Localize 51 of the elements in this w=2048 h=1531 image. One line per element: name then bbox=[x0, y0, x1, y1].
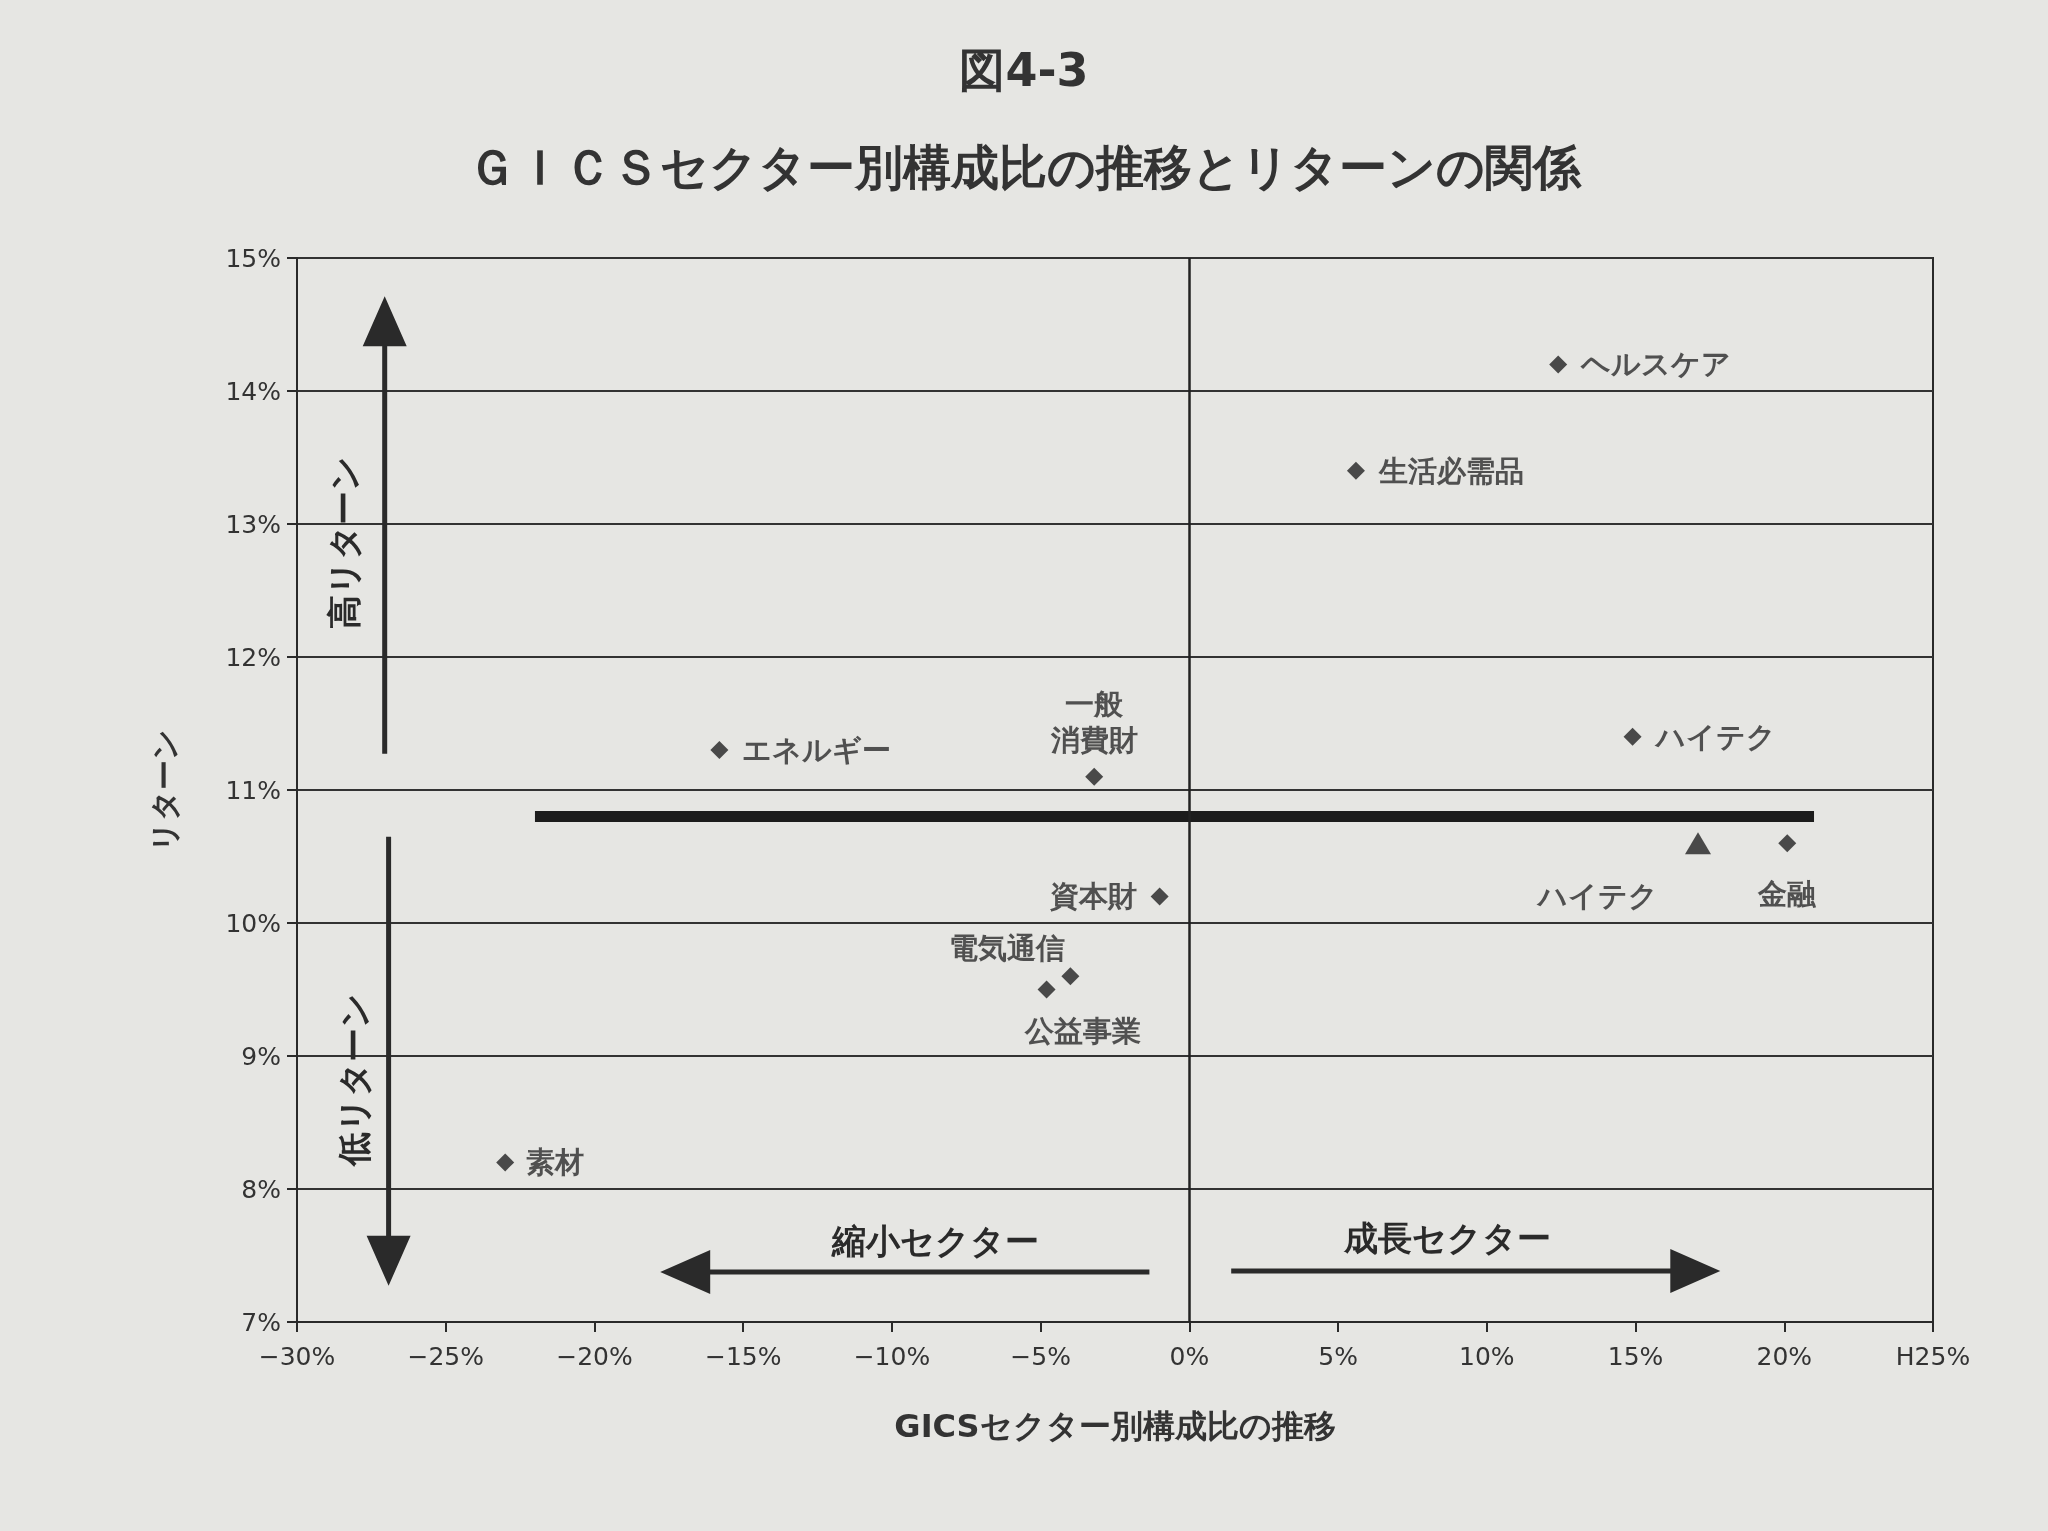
series-label: 電気通信 bbox=[949, 931, 1066, 966]
x-tick-label: −20% bbox=[556, 1342, 633, 1371]
point bbox=[1150, 887, 1169, 906]
point bbox=[1085, 767, 1104, 786]
point bbox=[496, 1153, 515, 1172]
y-tick-label: 14% bbox=[225, 376, 281, 406]
chart-title: 図4-3 bbox=[959, 43, 1089, 97]
point bbox=[1346, 461, 1365, 480]
series-label: 生活必需品 bbox=[1377, 453, 1524, 488]
y-tick-label: 15% bbox=[225, 243, 281, 273]
point bbox=[1778, 834, 1797, 853]
series-label: ハイテク bbox=[1536, 879, 1659, 914]
series-label: 一般消費財 bbox=[1049, 686, 1138, 757]
x-tick-label: 5% bbox=[1318, 1342, 1358, 1371]
point bbox=[1061, 967, 1080, 986]
point bbox=[1037, 980, 1056, 999]
y-tick-label: 7% bbox=[241, 1307, 281, 1337]
chart-subtitle: ＧＩＣＳセクター別構成比の推移とリターンの関係 bbox=[467, 139, 1582, 195]
series-label: ヘルスケア bbox=[1580, 347, 1732, 382]
x-tick-label: H25% bbox=[1895, 1342, 1971, 1371]
x-tick-label: −15% bbox=[704, 1342, 782, 1371]
x-tick-label: −25% bbox=[407, 1342, 484, 1371]
series-label: 金融 bbox=[1757, 877, 1818, 912]
y-axis-title: リターン bbox=[146, 728, 182, 852]
point bbox=[1549, 355, 1568, 374]
y-tick-label: 12% bbox=[225, 642, 281, 672]
x-tick-label: −5% bbox=[1010, 1342, 1071, 1371]
x-tick-label: 0% bbox=[1169, 1342, 1210, 1371]
annotation: 成長セクター bbox=[1342, 1217, 1551, 1258]
y-tick-label: 11% bbox=[225, 775, 281, 805]
annotation: 縮小セクター bbox=[830, 1221, 1039, 1262]
annotation: 低リターン bbox=[334, 992, 375, 1168]
point bbox=[1623, 727, 1642, 746]
point bbox=[710, 741, 729, 760]
y-tick-label: 13% bbox=[225, 509, 281, 539]
series-label: 素材 bbox=[526, 1145, 585, 1180]
x-tick-label: 15% bbox=[1607, 1342, 1664, 1371]
series-label: エネルギー bbox=[742, 733, 892, 768]
x-tick-label: 20% bbox=[1756, 1342, 1813, 1371]
x-tick-label: −10% bbox=[853, 1342, 931, 1371]
point bbox=[1685, 832, 1712, 855]
series-label: 公益事業 bbox=[1023, 1013, 1141, 1048]
x-tick-label: −30% bbox=[258, 1342, 336, 1371]
y-tick-label: 9% bbox=[241, 1041, 281, 1071]
y-tick-label: 10% bbox=[225, 908, 281, 938]
series-label: 資本財 bbox=[1048, 879, 1137, 914]
y-tick-label: 8% bbox=[241, 1174, 281, 1204]
x-tick-label: 10% bbox=[1459, 1342, 1515, 1371]
annotation: 高リターン bbox=[324, 455, 365, 629]
x-axis-title: GICSセクター別構成比の推移 bbox=[894, 1407, 1336, 1445]
series-label: ハイテク bbox=[1653, 719, 1776, 754]
